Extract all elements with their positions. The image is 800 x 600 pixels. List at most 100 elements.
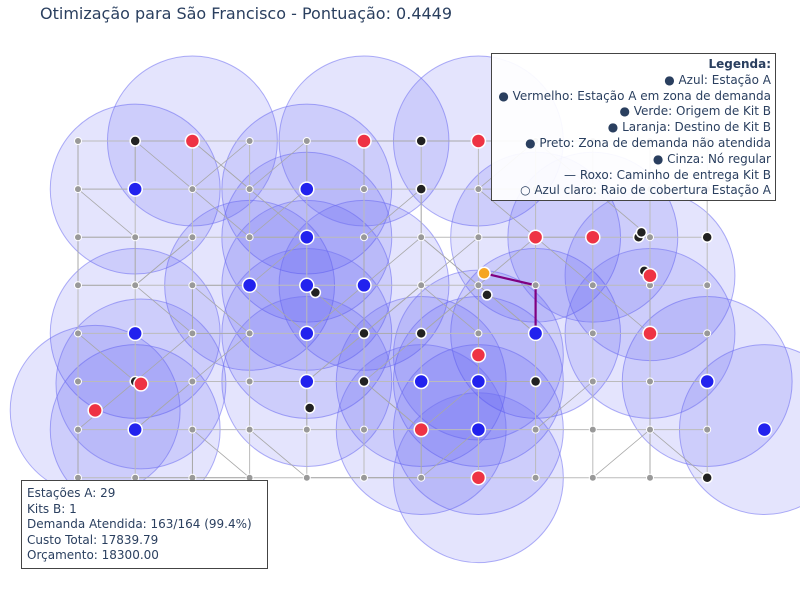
regular-node [245,377,254,386]
stats-budget: Orçamento: 18300.00 [27,548,159,563]
station-a-node [299,325,315,342]
station-a-demand-node [413,421,429,438]
edge [420,236,479,286]
regular-node [360,233,368,242]
regular-node [417,233,426,242]
regular-node [360,473,368,482]
regular-node [646,233,654,242]
edge [192,284,250,334]
edge [192,429,250,479]
station-a-demand-node [470,347,487,363]
regular-node [474,281,483,290]
station-a-demand-node [184,133,201,149]
stats-kits: Kits B: 1 [27,501,77,516]
regular-node [74,281,82,290]
regular-node [646,377,654,386]
station-a-node [699,373,715,390]
regular-node [245,233,254,242]
regular-node [646,473,654,482]
station-a-demand-node [642,325,658,342]
regular-node [188,233,197,242]
regular-node [417,473,426,482]
unserved-demand-node [415,135,427,147]
regular-node [188,329,197,338]
station-a-node [756,421,773,438]
station-a-node [299,181,315,197]
edge [306,284,365,334]
station-a-node [413,373,429,390]
regular-node [531,425,540,434]
edge [363,284,422,334]
regular-node [646,425,654,434]
legend-item-red: ● Vermelho: Estação A em zona de demanda [498,88,771,103]
edge [134,284,193,334]
edge [363,236,422,286]
station-a-node [127,421,143,438]
regular-node [74,425,82,434]
station-a-node [470,421,487,438]
unserved-demand-node [303,402,316,414]
regular-node [188,425,197,434]
regular-node [188,185,197,194]
stats-stations: Estações A: 29 [27,486,116,500]
unserved-demand-node [415,183,427,195]
edge [249,429,308,479]
regular-node [588,329,597,338]
unserved-demand-node [701,471,713,484]
edge [249,236,308,286]
regular-node [74,185,82,194]
station-a-demand-node [642,267,658,284]
regular-node [131,233,140,242]
regular-node [703,425,712,434]
kit-b-destination-node [477,266,491,281]
station-a-node [299,277,315,294]
station-a-node [527,325,544,342]
edge [592,429,651,479]
edge [363,381,422,430]
edge [249,284,308,334]
station-a-demand-node [133,376,149,392]
regular-node [302,137,311,145]
station-a-demand-node [87,402,103,419]
regular-node [703,281,712,290]
unserved-demand-node [415,327,427,340]
unserved-demand-node [358,375,370,388]
edge [192,333,250,382]
stats-cost: Custo Total: 17839.79 [27,532,159,547]
legend-item-orange: ● Laranja: Destino de Kit B [607,120,771,135]
regular-node [74,137,82,145]
regular-node [245,137,254,145]
edge [535,236,594,286]
station-a-demand-node [356,133,372,149]
chart-title: Otimização para São Francisco - Pontuaçã… [40,4,453,23]
station-a-demand-node [527,229,544,245]
legend-item-black: ● Preto: Zona de demanda não atendida [525,135,771,150]
edge [77,333,136,382]
edge [77,188,136,238]
regular-node [588,377,597,386]
legend: Legenda: ● Azul: Estação A ● Vermelho: E… [491,53,776,201]
regular-node [360,185,368,194]
legend-item-green: ● Verde: Origem de Kit B [619,104,771,119]
regular-node [360,425,368,434]
edge [420,284,479,334]
regular-node [302,473,311,482]
regular-node [245,425,254,434]
station-a-node [241,277,258,294]
regular-node [531,473,540,482]
station-a-node [299,373,315,390]
edge [535,381,594,430]
regular-node [531,281,540,290]
station-a-node [470,373,487,390]
station-a-demand-node [585,229,601,245]
unserved-demand-node [481,289,493,301]
edge [134,236,193,286]
regular-node [245,329,254,338]
regular-node [74,377,82,386]
stats-demand: Demanda Atendida: 163/164 (99.4%) [27,517,252,532]
regular-node [188,281,197,290]
unserved-demand-node [358,327,370,340]
edge [478,188,536,238]
